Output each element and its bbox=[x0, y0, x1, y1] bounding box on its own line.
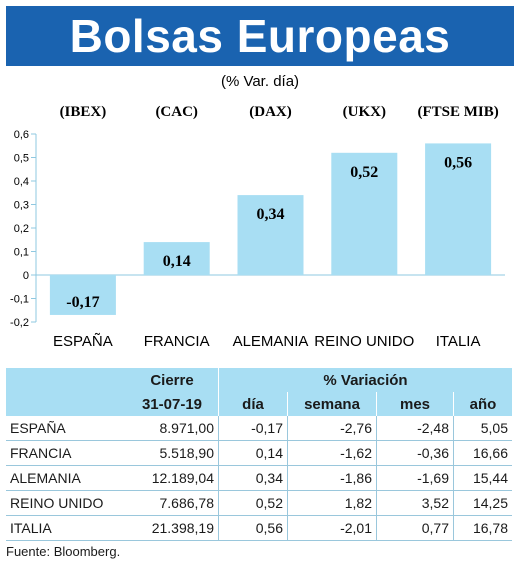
cell-mes: -0,36 bbox=[376, 440, 454, 466]
page-title: Bolsas Europeas bbox=[69, 10, 451, 62]
index-label: (IBEX) bbox=[60, 104, 107, 120]
header-ano: año bbox=[453, 392, 512, 416]
bar-value-label: -0,17 bbox=[66, 294, 99, 311]
cell-country: ESPAÑA bbox=[6, 416, 126, 441]
cell-dia: 0,56 bbox=[218, 515, 288, 541]
bar-chart: (% Var. día) (IBEX) (CAC) (DAX) (UKX) (FTSE M… bbox=[10, 73, 505, 350]
data-table: Cierre % Variación 31-07-19 día semana m… bbox=[6, 368, 512, 541]
bar-reino-unido bbox=[331, 152, 398, 275]
cell-country: ITALIA bbox=[6, 515, 126, 541]
cell-semana: -2,76 bbox=[287, 416, 377, 441]
bar-italia bbox=[425, 143, 492, 275]
bar-alemania bbox=[237, 195, 304, 275]
cell-cierre: 7.686,78 bbox=[126, 490, 219, 516]
cell-dia: 0,14 bbox=[218, 440, 288, 466]
category-label: ALEMANIA bbox=[233, 333, 309, 350]
header-cierre: Cierre bbox=[126, 368, 219, 392]
table-header-row-2: 31-07-19 día semana mes año bbox=[6, 392, 512, 416]
cell-dia: -0,17 bbox=[218, 416, 288, 441]
cell-cierre: 5.518,90 bbox=[126, 440, 219, 466]
header-empty-cell bbox=[6, 368, 126, 392]
cell-semana: -2,01 bbox=[287, 515, 377, 541]
cell-cierre: 12.189,04 bbox=[126, 465, 219, 491]
cell-mes: 0,77 bbox=[376, 515, 454, 541]
y-tick-label: -0,1 bbox=[10, 294, 29, 306]
header-semana: semana bbox=[287, 392, 377, 416]
y-tick-label: 0,2 bbox=[14, 223, 29, 235]
cell-ano: 16,78 bbox=[453, 515, 512, 541]
cell-ano: 14,25 bbox=[453, 490, 512, 516]
cell-dia: 0,52 bbox=[218, 490, 288, 516]
cell-semana: 1,82 bbox=[287, 490, 377, 516]
cell-mes: -1,69 bbox=[376, 465, 454, 491]
data-table-container: Cierre % Variación 31-07-19 día semana m… bbox=[6, 368, 512, 541]
y-tick-label: 0,3 bbox=[14, 200, 29, 212]
table-body: ESPAÑA 8.971,00 -0,17 -2,76 -2,48 5,05 FRANCIA… bbox=[6, 416, 512, 541]
header-empty-cell-2 bbox=[6, 392, 126, 416]
bar-francia bbox=[143, 242, 210, 275]
title-banner: Bolsas Europeas bbox=[6, 6, 514, 66]
header-mes: mes bbox=[376, 392, 454, 416]
bar-value-label: 0,34 bbox=[257, 206, 285, 223]
cell-country: REINO UNIDO bbox=[6, 490, 126, 516]
index-label: (DAX) bbox=[249, 104, 292, 120]
category-label: FRANCIA bbox=[144, 333, 210, 350]
bar-value-label: 0,52 bbox=[350, 164, 378, 181]
table-header-row-1: Cierre % Variación bbox=[6, 368, 512, 392]
index-label: (CAC) bbox=[155, 104, 198, 120]
header-date: 31-07-19 bbox=[126, 392, 219, 416]
bar-value-label: 0,56 bbox=[444, 154, 472, 171]
y-tick-label: -0,2 bbox=[10, 317, 29, 329]
category-label: REINO UNIDO bbox=[314, 333, 414, 350]
table-row: ESPAÑA 8.971,00 -0,17 -2,76 -2,48 5,05 bbox=[6, 416, 512, 441]
cell-mes: 3,52 bbox=[376, 490, 454, 516]
cell-semana: -1,86 bbox=[287, 465, 377, 491]
index-label: (FTSE MIB) bbox=[417, 104, 498, 120]
y-tick-label: 0,5 bbox=[14, 153, 29, 165]
cell-cierre: 21.398,19 bbox=[126, 515, 219, 541]
header-dia: día bbox=[218, 392, 288, 416]
y-tick-label: 0 bbox=[23, 270, 29, 282]
cell-dia: 0,34 bbox=[218, 465, 288, 491]
cell-ano: 15,44 bbox=[453, 465, 512, 491]
category-label: ITALIA bbox=[436, 333, 481, 350]
cell-semana: -1,62 bbox=[287, 440, 377, 466]
category-label: ESPAÑA bbox=[53, 333, 113, 350]
cell-ano: 5,05 bbox=[453, 416, 512, 441]
header-variacion: % Variación bbox=[218, 368, 512, 392]
table-row: FRANCIA 5.518,90 0,14 -1,62 -0,36 16,66 bbox=[6, 440, 512, 466]
bar-espana bbox=[49, 275, 116, 315]
source-note: Fuente: Bloomberg. bbox=[6, 544, 121, 559]
chart-subtitle: (% Var. día) bbox=[221, 73, 299, 90]
cell-country: FRANCIA bbox=[6, 440, 126, 466]
y-tick-label: 0,6 bbox=[14, 129, 29, 141]
table-row: REINO UNIDO 7.686,78 0,52 1,82 3,52 14,25 bbox=[6, 490, 512, 516]
index-label: (UKX) bbox=[343, 104, 386, 120]
y-tick-label: 0,1 bbox=[14, 247, 29, 259]
bar-value-label: 0,14 bbox=[163, 253, 191, 270]
table-row: ALEMANIA 12.189,04 0,34 -1,86 -1,69 15,44 bbox=[6, 465, 512, 491]
cell-country: ALEMANIA bbox=[6, 465, 126, 491]
cell-ano: 16,66 bbox=[453, 440, 512, 466]
y-tick-label: 0,4 bbox=[14, 176, 29, 188]
cell-mes: -2,48 bbox=[376, 416, 454, 441]
table-row: ITALIA 21.398,19 0,56 -2,01 0,77 16,78 bbox=[6, 515, 512, 541]
cell-cierre: 8.971,00 bbox=[126, 416, 219, 441]
